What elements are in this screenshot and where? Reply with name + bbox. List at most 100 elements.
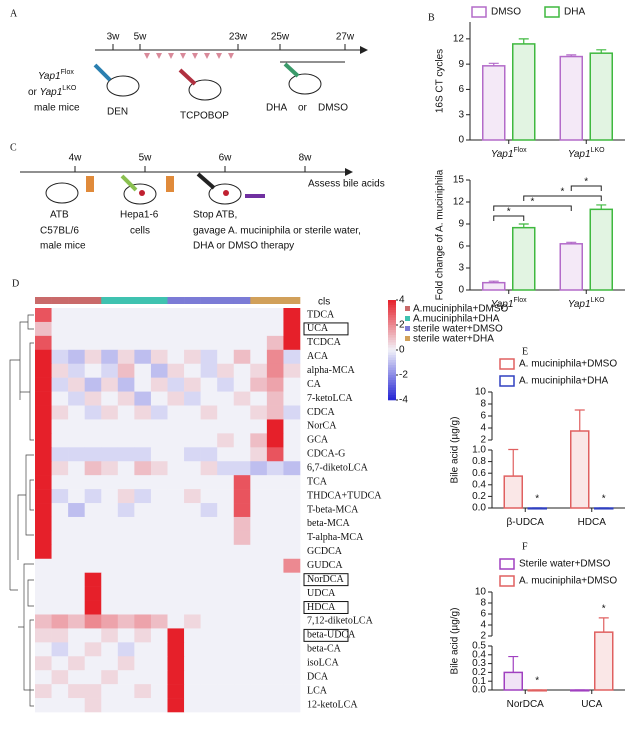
- colorbar-step: [388, 335, 396, 338]
- step: Hepa1-6: [120, 210, 159, 221]
- colorbar-step: [388, 325, 396, 328]
- dendrogram: [9, 314, 34, 707]
- heat-cell: [35, 377, 52, 392]
- error-bar: [574, 409, 585, 431]
- heat-cell: [184, 656, 201, 671]
- heat-cell: [266, 321, 284, 337]
- heat-cell: [250, 335, 268, 351]
- category: Yap1: [491, 149, 514, 160]
- heat-cell: [117, 475, 135, 490]
- heat-cell: [84, 698, 102, 713]
- heat-cell: [283, 600, 301, 615]
- heat-cell: [35, 335, 52, 351]
- category: Yap1: [568, 299, 591, 310]
- row-label: 12-ketoLCA: [307, 699, 358, 710]
- bar: [512, 226, 536, 291]
- heat-cell: [250, 642, 268, 657]
- step: DHA or DMSO therapy: [193, 241, 294, 252]
- heat-cell: [266, 377, 284, 392]
- heat-cell: [84, 447, 102, 462]
- heat-cell: [250, 349, 268, 365]
- prefix: or: [28, 87, 40, 98]
- heat-cell: [35, 308, 52, 323]
- heat-cell: [283, 684, 301, 699]
- y-tick-label: 0.2: [472, 491, 486, 502]
- legend-label: sterile water+DHA: [413, 334, 494, 345]
- heat-cell: [68, 377, 85, 392]
- error-bar: [508, 448, 519, 477]
- arrow: [360, 46, 368, 54]
- heat-cell: [101, 600, 119, 615]
- y-tick-label: 2: [480, 631, 486, 642]
- heat-cell: [150, 489, 168, 504]
- panel-label: E: [522, 346, 528, 357]
- significance: *: [531, 197, 535, 208]
- x-tick-label: UCA: [581, 699, 602, 710]
- bottle: [166, 176, 174, 192]
- heat-cell: [200, 544, 218, 560]
- heat-cell: [217, 572, 235, 587]
- heat-cell: [51, 572, 69, 587]
- heat-cell: [217, 600, 235, 615]
- heat-cell: [35, 698, 52, 713]
- heat-cell: [84, 419, 102, 434]
- y-axis-label: 16S CT cycles: [435, 49, 446, 113]
- heat-cell: [217, 628, 235, 643]
- syringe: [93, 63, 112, 82]
- heat-cell: [184, 544, 201, 560]
- heat-cell: [84, 363, 102, 378]
- heat-cell: [101, 377, 119, 392]
- heat-cell: [84, 600, 102, 615]
- y-tick-label: 4: [480, 620, 486, 631]
- heat-cell: [134, 461, 152, 476]
- y-tick-label: 6: [480, 411, 486, 422]
- heat-cell: [117, 656, 135, 671]
- category: Yap1: [491, 299, 514, 310]
- heat-cell: [150, 433, 168, 448]
- heat-cell: [233, 335, 251, 351]
- heat-cell: [200, 558, 218, 573]
- group-cell: [117, 297, 135, 304]
- heat-cell: [84, 516, 102, 532]
- heat-cell: [233, 572, 251, 587]
- step: male mice: [40, 241, 86, 252]
- heat-cell: [266, 516, 284, 532]
- heat-cell: [35, 656, 52, 671]
- superscript: Flox: [61, 69, 75, 76]
- colorbar-step: [388, 357, 396, 361]
- heat-cell: [35, 558, 52, 573]
- heat-cell: [35, 628, 52, 643]
- heat-cell: [117, 489, 135, 504]
- heat-cell: [266, 335, 284, 351]
- y-tick-label: 0.6: [472, 468, 486, 479]
- heat-cell: [217, 642, 235, 657]
- heat-cell: [266, 503, 284, 518]
- colorbar-step: [388, 317, 396, 321]
- heat-cell: [150, 670, 168, 685]
- error-bar: [596, 204, 607, 210]
- heat-cell: [167, 558, 185, 573]
- heat-cell: [233, 391, 251, 406]
- heat-cell: [35, 530, 52, 546]
- heat-cell: [35, 684, 52, 699]
- heat-cell: [51, 489, 69, 504]
- heat-cell: [117, 349, 135, 365]
- heat-cell: [250, 475, 268, 490]
- legend-swatch: [499, 575, 515, 587]
- heat-cell: [51, 377, 69, 392]
- x-tick-label: HDCA: [578, 517, 607, 528]
- heat-cell: [150, 614, 168, 629]
- heat-cell: [167, 349, 185, 365]
- significance: *: [602, 494, 606, 505]
- heat-cell: [184, 461, 201, 476]
- panel-label: A: [10, 8, 18, 19]
- heat-cell: [68, 461, 85, 476]
- heat-cell: [184, 572, 201, 587]
- heat-cell: [35, 349, 52, 365]
- mouse: [123, 183, 157, 205]
- heat-cell: [150, 684, 168, 699]
- heat-cell: [167, 419, 185, 434]
- row-label: alpha-MCA: [307, 365, 356, 376]
- heat-cell: [167, 572, 185, 587]
- heat-cell: [167, 489, 185, 504]
